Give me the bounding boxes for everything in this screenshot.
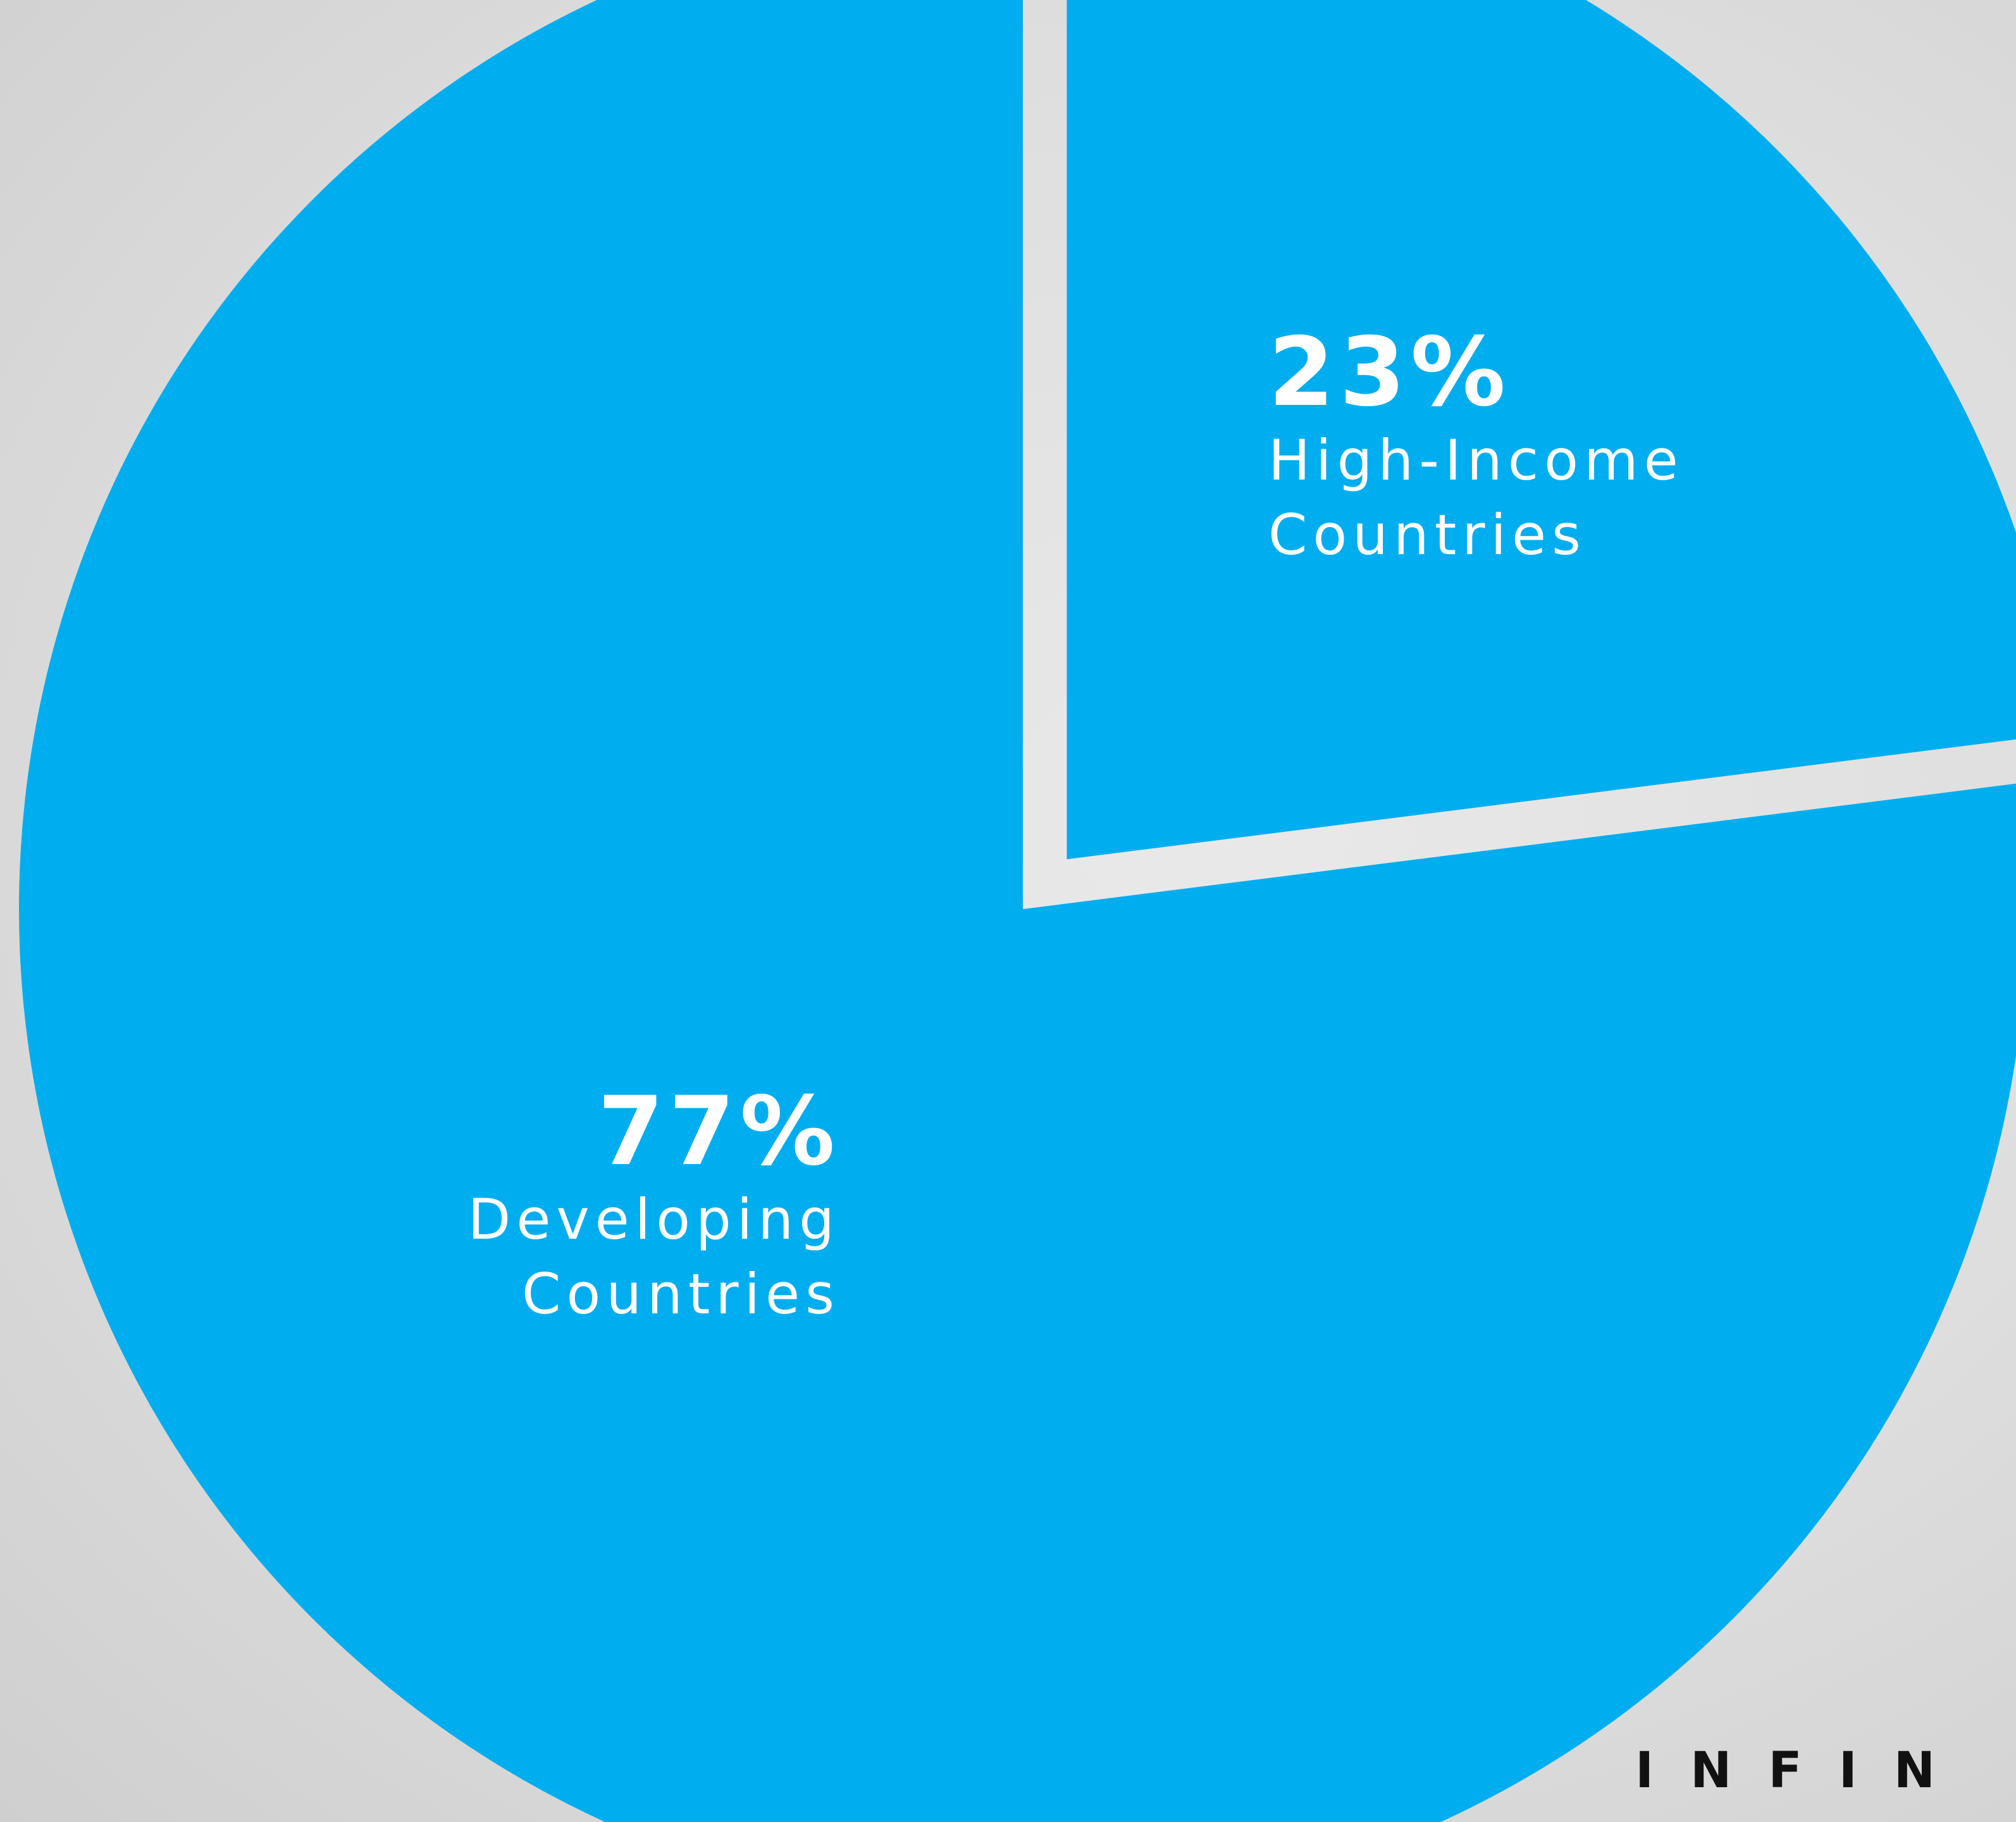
slice-category-label-developing-line-2: Countries bbox=[522, 1261, 840, 1327]
slice-category-label-high-income-line-2: Countries bbox=[1268, 502, 1586, 567]
slice-value-label-high-income: 23% bbox=[1268, 318, 1511, 428]
slice-category-label-developing-line-1: Developing bbox=[468, 1187, 840, 1252]
pie-slices bbox=[19, 0, 2016, 1822]
slice-category-label-high-income-line-1: High-Income bbox=[1268, 428, 1684, 493]
brand-logo-text: INFIN bbox=[1635, 1742, 1972, 1799]
pie-labels: 23%High-Income Countries 77%Developing Coun… bbox=[468, 318, 1684, 1327]
slice-value-label-developing: 77% bbox=[598, 1077, 840, 1187]
pie-slice-developing bbox=[19, 0, 2016, 1822]
pie-slice-high-income bbox=[1067, 0, 2016, 860]
